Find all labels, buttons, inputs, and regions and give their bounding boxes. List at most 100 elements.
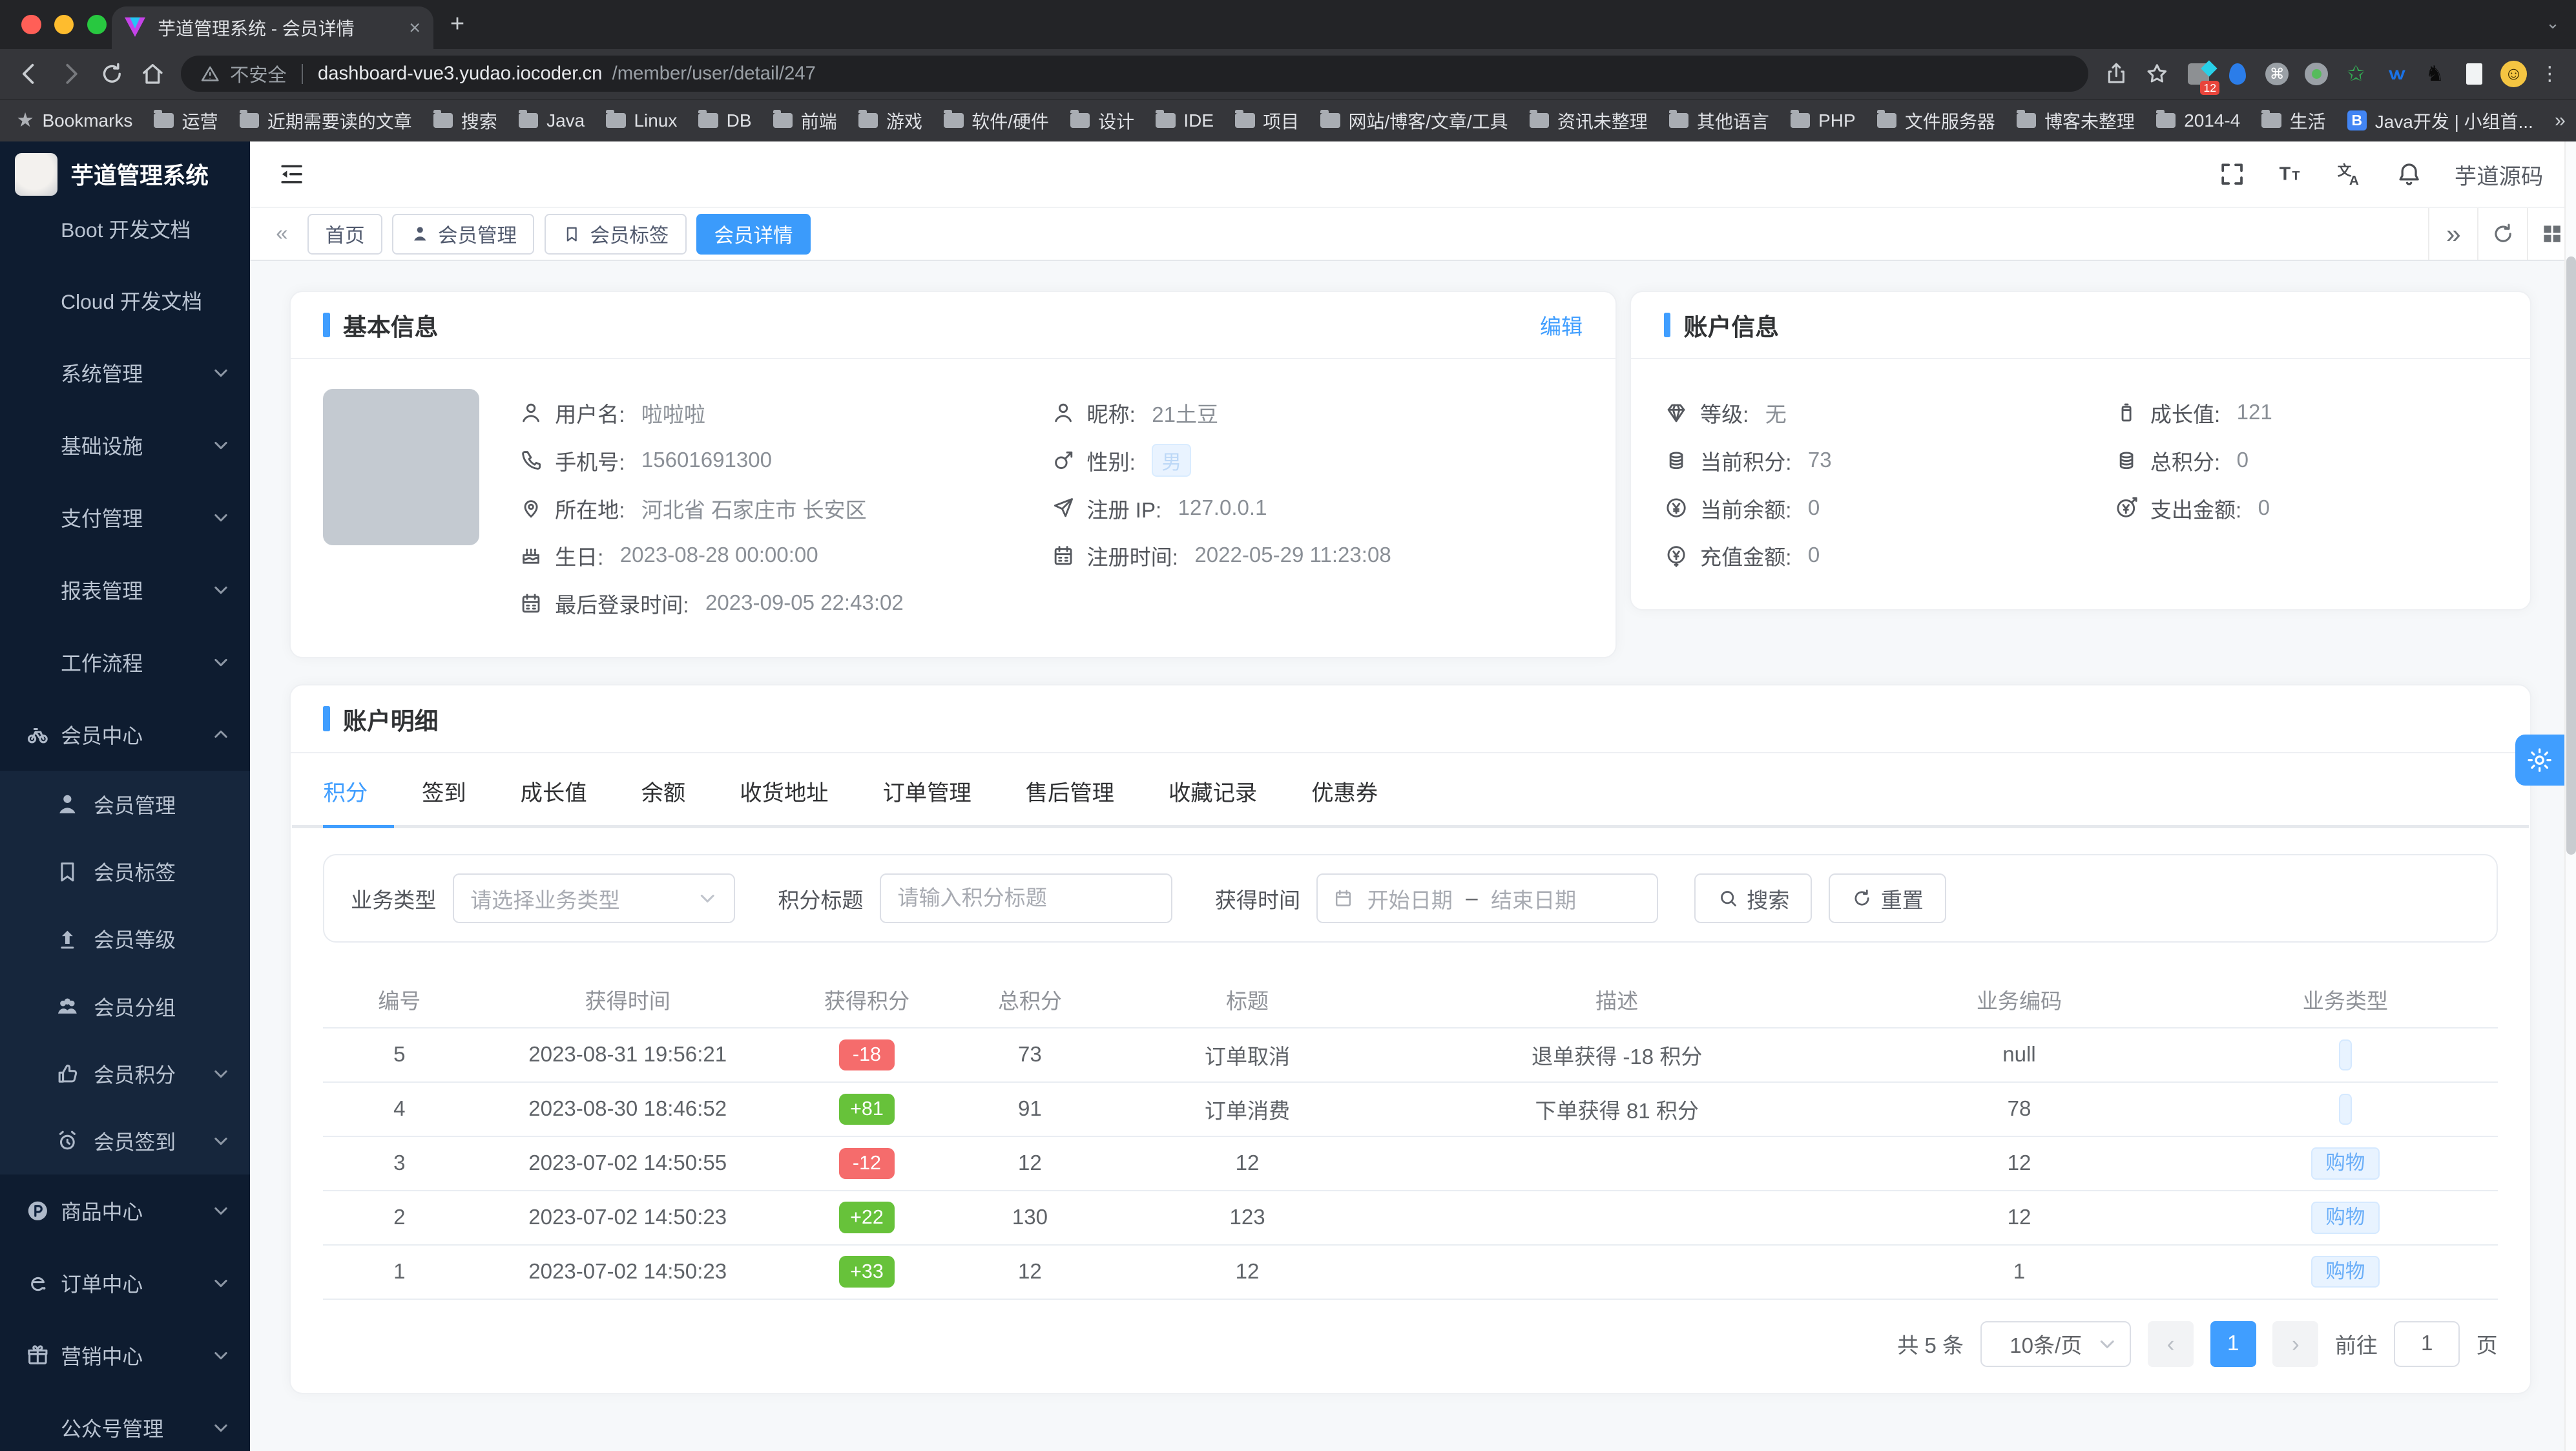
minimize-window-button[interactable]: [54, 14, 74, 35]
bookmark-folder[interactable]: 搜索: [433, 108, 497, 134]
bookmark-folder[interactable]: Java: [518, 110, 585, 131]
bookmark-folder[interactable]: 软件/硬件: [944, 108, 1049, 134]
sidebar-item-会员标签[interactable]: 会员标签: [0, 838, 250, 906]
sidebar-item-会员积分[interactable]: 会员积分: [0, 1039, 250, 1108]
browser-tab[interactable]: 芋道管理系统 - 会员详情 ×: [111, 6, 434, 50]
sidebar-item-支付管理[interactable]: 支付管理: [0, 481, 250, 554]
settings-gear-button[interactable]: [2515, 734, 2565, 786]
close-window-button[interactable]: [21, 14, 41, 35]
bookmark-folder[interactable]: 项目: [1235, 108, 1299, 134]
bookmarks-overflow-chevron[interactable]: »: [2554, 109, 2566, 132]
tab-成长值[interactable]: 成长值: [520, 780, 587, 806]
current-user-name[interactable]: 芋道源码: [2454, 164, 2544, 189]
extension-record-icon[interactable]: [2303, 61, 2330, 87]
sidebar-item-公众号管理[interactable]: 公众号管理: [0, 1392, 250, 1451]
current-page-button[interactable]: 1: [2210, 1321, 2256, 1367]
extension-star-icon[interactable]: ✩: [2347, 62, 2365, 87]
bookmark-folder[interactable]: 2014-4: [2155, 110, 2240, 131]
edit-button[interactable]: 编辑: [1539, 315, 1583, 340]
tags-scroll-right-icon[interactable]: »: [2428, 208, 2477, 260]
sidebar-item-会员分组[interactable]: 会员分组: [0, 972, 250, 1040]
sidebar-item-订单中心[interactable]: 订单中心: [0, 1247, 250, 1319]
share-icon[interactable]: [2103, 61, 2130, 87]
tab-收藏记录[interactable]: 收藏记录: [1168, 780, 1258, 806]
sidebar-item-会员中心[interactable]: 会员中心: [0, 698, 250, 771]
sidebar-item-Boot 开发文档[interactable]: Boot 开发文档: [0, 193, 250, 265]
bookmark-folder[interactable]: 博客未整理: [2016, 108, 2135, 134]
bookmarks-root[interactable]: ★ Bookmarks: [16, 109, 133, 132]
page-size-select[interactable]: 10条/页: [1980, 1321, 2132, 1367]
view-tag-首页[interactable]: 首页: [307, 213, 383, 255]
refresh-page-icon[interactable]: [2477, 208, 2526, 260]
business-type-select[interactable]: 请选择业务类型: [452, 873, 736, 923]
tags-scroll-left-icon[interactable]: «: [276, 222, 288, 246]
home-icon[interactable]: [140, 61, 166, 87]
tab-余额[interactable]: 余额: [641, 780, 686, 806]
view-tag-会员管理[interactable]: 会员管理: [392, 213, 535, 255]
tab-积分[interactable]: 积分: [323, 780, 368, 806]
tab-订单管理[interactable]: 订单管理: [882, 780, 971, 806]
profile-avatar[interactable]: ☺: [2500, 61, 2527, 87]
tab-search-chevron-icon[interactable]: ⌄: [2546, 14, 2560, 33]
points-title-input[interactable]: [880, 873, 1172, 923]
date-range-picker[interactable]: 开始日期 – 结束日期: [1316, 873, 1659, 923]
bookmark-folder[interactable]: 近期需要读的文章: [239, 108, 412, 134]
sidebar-item-会员等级[interactable]: 会员等级: [0, 905, 250, 973]
bookmark-folder[interactable]: PHP: [1790, 110, 1856, 131]
bookmark-link[interactable]: B Java开发 | 小组首...: [2347, 108, 2533, 134]
tab-签到[interactable]: 签到: [422, 780, 466, 806]
reset-button[interactable]: 重置: [1828, 873, 1946, 923]
bookmark-folder[interactable]: Linux: [606, 110, 677, 131]
forward-icon[interactable]: [57, 61, 84, 87]
bookmark-folder[interactable]: DB: [698, 110, 752, 131]
sidebar-item-会员管理[interactable]: 会员管理: [0, 770, 250, 839]
app-logo[interactable]: 芋道管理系统: [0, 141, 250, 207]
browser-menu-icon[interactable]: ⋮: [2540, 62, 2560, 85]
extension-command-icon[interactable]: ⌘: [2264, 61, 2290, 87]
tab-优惠券[interactable]: 优惠券: [1311, 780, 1378, 806]
view-tag-会员标签[interactable]: 会员标签: [544, 213, 687, 255]
bookmark-folder[interactable]: 运营: [154, 108, 218, 134]
bookmark-folder[interactable]: 其他语言: [1668, 108, 1769, 134]
bookmark-folder[interactable]: 游戏: [858, 108, 922, 134]
fullscreen-icon[interactable]: [2218, 160, 2246, 188]
prev-page-button[interactable]: ‹: [2147, 1321, 2194, 1367]
bookmark-star-icon[interactable]: [2144, 61, 2170, 87]
tab-收货地址[interactable]: 收货地址: [740, 780, 829, 806]
bookmark-folder[interactable]: 资讯未整理: [1529, 108, 1648, 134]
sidebar-collapse-icon[interactable]: [278, 160, 306, 188]
search-button[interactable]: 搜索: [1694, 873, 1813, 923]
bookmark-folder[interactable]: 前端: [773, 108, 837, 134]
extension-grid-icon[interactable]: 12: [2185, 59, 2220, 96]
bookmark-folder[interactable]: 生活: [2261, 108, 2326, 134]
next-page-button[interactable]: ›: [2272, 1321, 2319, 1367]
extension-cat-icon[interactable]: ♞: [2425, 62, 2445, 87]
extension-page-icon[interactable]: [2461, 61, 2488, 87]
scrollbar-thumb[interactable]: [2566, 256, 2576, 855]
bookmark-folder[interactable]: IDE: [1156, 110, 1214, 131]
extension-vue-icon[interactable]: vv: [2388, 63, 2405, 84]
sidebar-item-会员签到[interactable]: 会员签到: [0, 1107, 250, 1175]
scrollbar-track[interactable]: [2564, 141, 2576, 1451]
bookmark-folder[interactable]: 网站/博客/文章/工具: [1320, 108, 1508, 134]
tab-close-icon[interactable]: ×: [409, 16, 421, 39]
sidebar-item-营销中心[interactable]: 营销中心: [0, 1319, 250, 1392]
tab-售后管理[interactable]: 售后管理: [1025, 780, 1115, 806]
back-icon[interactable]: [16, 61, 43, 87]
sidebar-item-系统管理[interactable]: 系统管理: [0, 337, 250, 409]
bookmark-folder[interactable]: 设计: [1070, 108, 1134, 134]
sidebar-item-Cloud 开发文档[interactable]: Cloud 开发文档: [0, 264, 250, 337]
view-tag-会员详情[interactable]: 会员详情: [696, 213, 811, 255]
bookmark-folder[interactable]: 文件服务器: [1876, 108, 1995, 134]
sidebar-item-报表管理[interactable]: 报表管理: [0, 554, 250, 626]
sidebar-item-基础设施[interactable]: 基础设施: [0, 409, 250, 481]
reload-icon[interactable]: [99, 61, 125, 87]
new-tab-button[interactable]: +: [450, 9, 465, 37]
notification-bell-icon[interactable]: [2395, 160, 2423, 188]
extension-balloon-icon[interactable]: [2225, 61, 2251, 87]
sidebar-item-商品中心[interactable]: 商品中心: [0, 1174, 250, 1247]
goto-page-input[interactable]: [2394, 1321, 2460, 1367]
sidebar-item-工作流程[interactable]: 工作流程: [0, 626, 250, 698]
